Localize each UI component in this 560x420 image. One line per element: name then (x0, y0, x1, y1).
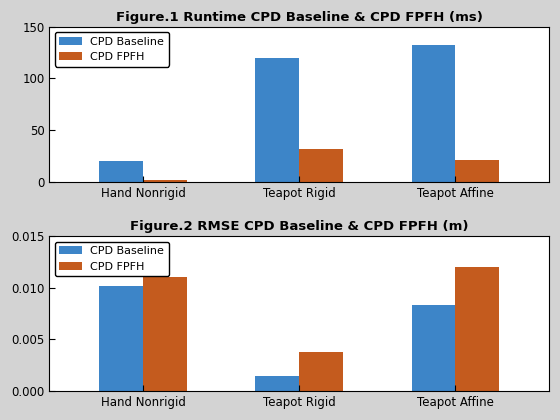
Title: Figure.2 RMSE CPD Baseline & CPD FPFH (m): Figure.2 RMSE CPD Baseline & CPD FPFH (m… (130, 220, 468, 234)
Bar (143, 180, 186, 182)
Bar (143, 277, 186, 391)
Title: Figure.1 Runtime CPD Baseline & CPD FPFH (ms): Figure.1 Runtime CPD Baseline & CPD FPFH… (116, 11, 483, 24)
Legend: CPD Baseline, CPD FPFH: CPD Baseline, CPD FPFH (55, 32, 169, 67)
Bar (255, 58, 299, 182)
Bar (255, 375, 299, 391)
Bar (412, 45, 455, 182)
Bar (455, 267, 499, 391)
Bar (455, 160, 499, 182)
Bar (299, 149, 343, 182)
Bar (99, 286, 143, 391)
Legend: CPD Baseline, CPD FPFH: CPD Baseline, CPD FPFH (55, 241, 169, 276)
Bar (412, 305, 455, 391)
Bar (299, 352, 343, 391)
Bar (99, 161, 143, 182)
